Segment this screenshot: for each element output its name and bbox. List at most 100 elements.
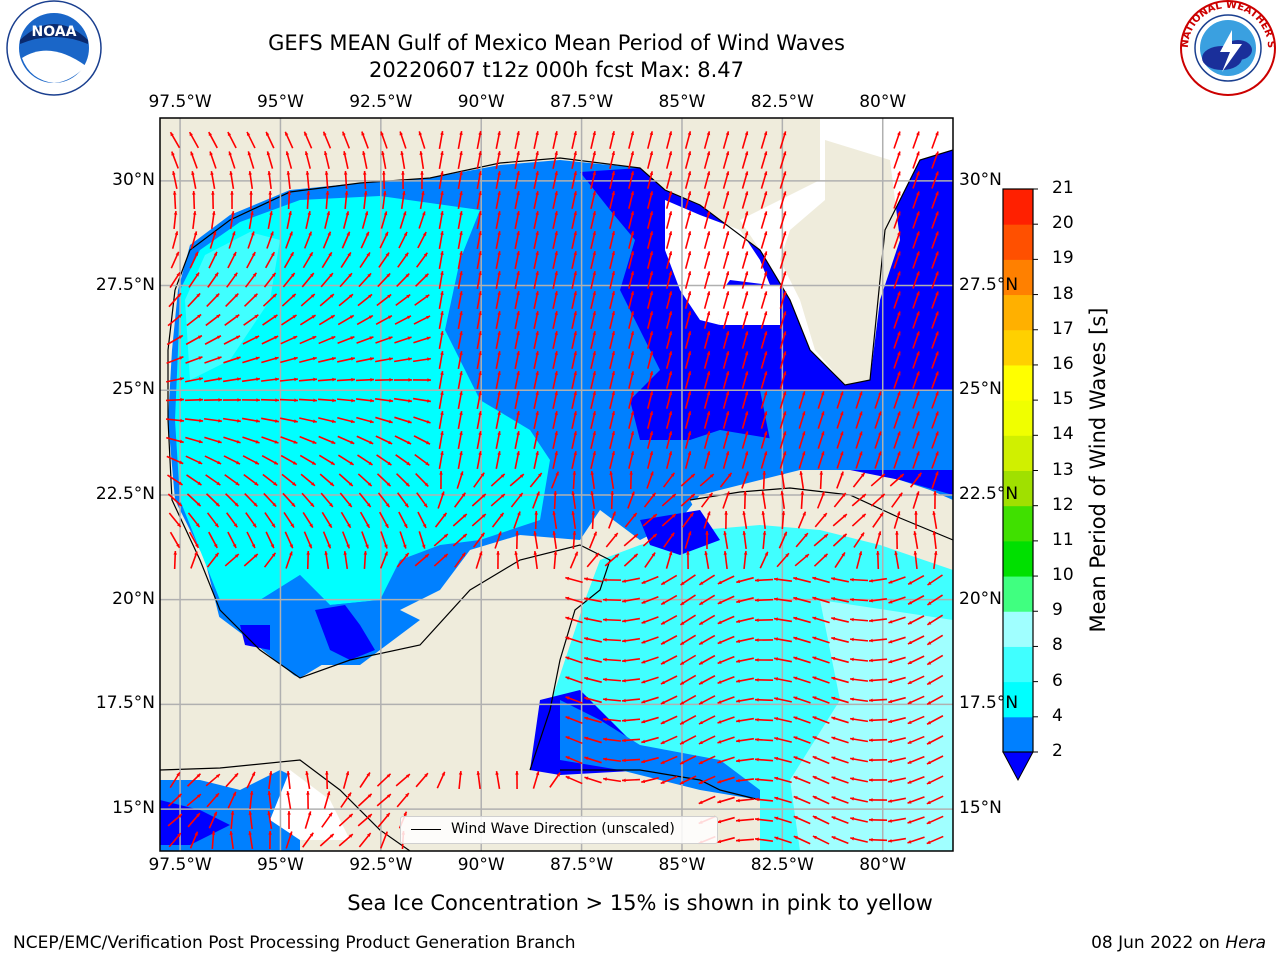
wave-arrow-head (793, 716, 798, 720)
nws-ring-text: NATIONAL WEATHER SERVICE (0, 0, 1276, 49)
wave-arrow-head (403, 544, 407, 549)
colorbar-tick-label: 10 (1052, 565, 1074, 586)
wave-arrow-head (215, 774, 220, 778)
wave-arrow-head (387, 461, 392, 466)
wave-arrow-head (782, 331, 787, 336)
wave-arrow-head (839, 451, 844, 456)
wave-arrow-head (194, 551, 198, 556)
wave-arrow-head (553, 491, 558, 495)
wave-arrow-head (348, 273, 352, 278)
wave-arrow-head (898, 492, 903, 497)
wave-arrow-head (461, 492, 466, 497)
wave-arrow-head (199, 397, 203, 402)
wave-arrow-head (215, 502, 220, 507)
wave-arrow-head (332, 398, 336, 403)
wave-arrow-head (385, 503, 390, 508)
wave-arrow-head (916, 431, 920, 436)
wave-arrow-head (725, 431, 730, 436)
wave-arrow-head (519, 474, 524, 478)
wave-arrow-head (573, 151, 577, 156)
wave-arrow-head (254, 460, 259, 465)
wave-arrow-head (935, 391, 939, 396)
wave-arrow-head (888, 659, 893, 664)
wave-arrow-head (622, 698, 626, 703)
wave-arrow-head (591, 511, 596, 515)
wave-arrow-head (708, 492, 713, 497)
wave-arrow-head (744, 431, 749, 436)
wave-arrow-head (180, 397, 184, 402)
wave-arrow-head (382, 191, 387, 195)
wave-arrow-head (481, 493, 486, 498)
wave-arrow-head (304, 131, 308, 136)
wave-arrow-head (236, 356, 241, 361)
wave-arrow-head (622, 579, 627, 583)
wave-arrow-head (271, 552, 276, 557)
wave-arrow-head (679, 780, 684, 785)
wave-arrow-head (761, 491, 765, 495)
wave-arrow-head (916, 171, 920, 176)
wave-arrow-head (706, 191, 711, 196)
lat-label-right: 30°N (959, 169, 1002, 190)
wave-arrow-head (405, 774, 410, 778)
legend-label: Wind Wave Direction (unscaled) (451, 821, 675, 837)
wave-arrow-head (736, 679, 740, 683)
wave-arrow-head (592, 271, 596, 276)
wave-arrow-head (573, 331, 577, 336)
wave-arrow-head (573, 231, 577, 236)
wave-arrow-head (858, 411, 863, 416)
wave-arrow-head (603, 757, 607, 762)
wave-arrow-head (584, 656, 589, 661)
wave-arrow-head (366, 503, 371, 508)
wave-arrow-head (369, 357, 374, 361)
wave-arrow-head (310, 294, 315, 298)
wave-arrow-head (459, 311, 463, 315)
wave-arrow-head (497, 231, 501, 236)
wave-arrow-head (649, 311, 654, 316)
wave-arrow-head (679, 760, 684, 765)
wave-arrow-head (897, 371, 901, 376)
wave-arrow-head (288, 831, 293, 836)
wave-arrow-head (611, 131, 616, 136)
wave-arrow-head (724, 511, 728, 515)
wave-arrow-head (573, 251, 577, 256)
wave-arrow-head (725, 171, 730, 176)
wave-arrow-head (858, 551, 863, 556)
wave-arrow-head (736, 639, 741, 643)
land-mexico (160, 520, 620, 770)
wave-arrow-head (916, 451, 920, 456)
wave-arrow-head (389, 357, 393, 361)
wave-arrow-head (535, 311, 539, 316)
wave-arrow-head (668, 451, 673, 456)
wave-arrow-head (907, 800, 912, 804)
wave-arrow-head (275, 398, 279, 402)
wave-arrow-head (641, 679, 646, 684)
wave-arrow-head (717, 660, 722, 664)
colorbar-segment (1003, 189, 1033, 225)
wave-arrow-head (878, 431, 882, 436)
colorbar-tick-label: 6 (1052, 670, 1063, 691)
wave-arrow-head (177, 814, 182, 818)
wave-arrow-head (831, 796, 836, 800)
lat-label-left: 22.5°N (95, 483, 155, 504)
wave-arrow-head (687, 331, 692, 336)
wave-arrow-head (366, 772, 370, 777)
wave-arrow-head (214, 523, 219, 528)
wave-arrow-head (888, 819, 892, 823)
wave-arrow-head (812, 636, 817, 641)
wave-arrow-head (420, 171, 424, 175)
wave-arrow-head (267, 171, 272, 175)
wave-arrow-head (196, 293, 201, 298)
wave-arrow-head (782, 171, 787, 176)
wave-arrow-head (248, 811, 253, 815)
lon-label-top: 87.5°W (550, 92, 614, 112)
lat-label-left: 15°N (112, 798, 155, 819)
wave-arrow-head (927, 661, 932, 665)
wave-arrow-head (254, 314, 259, 319)
wave-arrow-head (535, 171, 539, 176)
wave-arrow-head (173, 211, 178, 215)
wave-arrow-head (831, 836, 836, 840)
wave-arrow-head (649, 291, 654, 296)
wave-arrow-head (680, 601, 685, 605)
wave-arrow-head (255, 440, 260, 444)
wave-arrow-head (651, 552, 656, 557)
